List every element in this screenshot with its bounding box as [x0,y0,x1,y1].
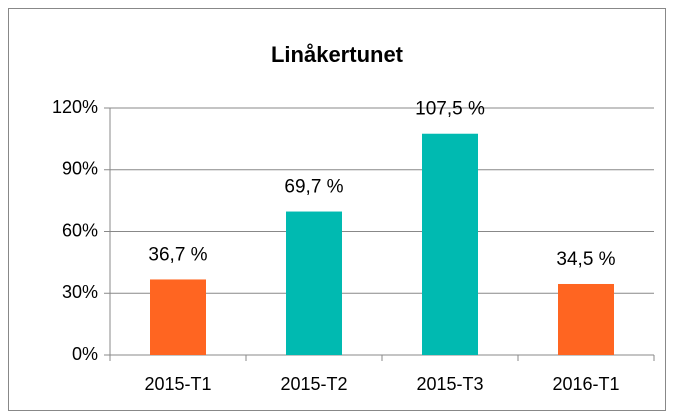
y-tick-label: 0% [72,344,98,364]
y-tick-label: 30% [62,282,98,302]
bar [422,133,478,355]
y-tick-label: 90% [62,159,98,179]
y-tick-label: 60% [62,220,98,240]
y-tick-label: 120% [52,97,98,117]
data-label: 107,5 % [415,99,485,120]
bar [150,279,206,355]
bar [558,283,614,355]
x-tick-label: 2015-T3 [416,374,483,394]
x-tick-label: 2015-T1 [144,374,211,394]
x-tick-label: 2016-T1 [552,374,619,394]
chart-title: Linåkertunet [271,42,404,67]
bar [286,211,342,355]
data-label: 69,7 % [284,177,343,198]
x-tick-label: 2015-T2 [280,374,347,394]
data-label: 36,7 % [148,244,207,265]
data-label: 34,5 % [556,249,615,270]
